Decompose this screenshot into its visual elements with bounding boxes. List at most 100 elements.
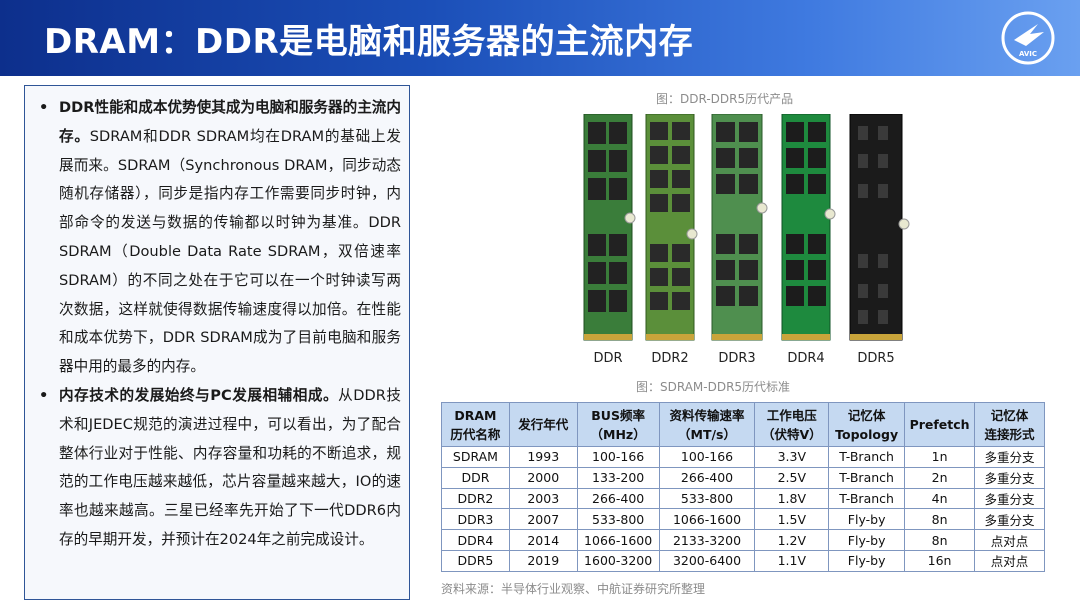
- table-cell: 1n: [904, 446, 976, 468]
- table-cell: 8n: [904, 508, 976, 531]
- table-cell: Fly-by: [828, 529, 906, 551]
- module-labels: DDR DDR2 DDR3 DDR4 DDR5: [574, 351, 924, 369]
- column-header-text: 历代名称: [450, 426, 501, 442]
- dram-spec-table: DRAM 历代名称 发行年代 BUS频率 （MHz） 资料传输速率 （MT/s） 工作电压 （伏…: [441, 402, 1045, 572]
- bullet-heading: 内存技术的发展始终与PC发展相辅相成。: [59, 386, 339, 404]
- table-cell: 多重分支: [974, 487, 1045, 510]
- table-cell: 8n: [904, 529, 976, 551]
- ddr5-module-image: [849, 114, 910, 341]
- ddr2-module-image: [645, 114, 698, 341]
- figure-caption: 图：DDR-DDR5历代产品: [656, 92, 794, 106]
- table-cell: 533-800: [576, 508, 660, 531]
- bullet-item: • 内存技术的发展始终与PC发展相辅相成。从DDR技术和JEDEC规范的演进过程…: [33, 382, 401, 555]
- table-cell: T-Branch: [828, 487, 906, 510]
- table-cell: 2019: [508, 549, 578, 572]
- table-cell: 100-166: [576, 446, 660, 468]
- table-cell: 1.8V: [754, 487, 830, 510]
- table-cell: 2000: [508, 466, 578, 489]
- source-note: 资料来源：半导体行业观察、中航证券研究所整理: [441, 582, 706, 596]
- column-header: DRAM 历代名称: [441, 402, 510, 447]
- table-cell: 1993: [508, 446, 578, 468]
- table-cell: 1066-1600: [658, 508, 756, 531]
- table-cell: 2133-3200: [658, 529, 756, 551]
- bullet-text: SDRAM和DDR SDRAM均在DRAM的基础上发展而来。SDRAM（Sync…: [59, 127, 401, 376]
- bullet-heading: DDR性能和成本优势使其成为电脑和服务器的主流内存。: [59, 99, 401, 145]
- table-cell: 2007: [508, 508, 578, 531]
- table-cell: T-Branch: [828, 446, 906, 468]
- table-row: SDRAM 1993 100-166 100-166 3.3V T-Branch 1n 多重分…: [441, 446, 1045, 468]
- table-cell: 1.1V: [754, 549, 830, 572]
- table-header-row: DRAM 历代名称 发行年代 BUS频率 （MHz） 资料传输速率 （MT/s） 工作电压 （伏…: [441, 402, 1045, 447]
- memory-modules-image: [583, 114, 910, 341]
- table-cell: 133-200: [576, 466, 660, 489]
- table-cell: 266-400: [576, 487, 660, 510]
- table-cell: 16n: [904, 549, 976, 572]
- table-row: DDR 2000 133-200 266-400 2.5V T-Branch 2n 多重分支: [441, 466, 1045, 489]
- table-cell: 1.5V: [754, 508, 830, 531]
- ddr3-module-image: [711, 114, 768, 341]
- table-cell: 2n: [904, 466, 976, 489]
- table-header: DRAM 历代名称 发行年代 BUS频率 （MHz） 资料传输速率 （MT/s） 工作电压 （伏…: [441, 402, 1045, 447]
- bullet-icon: •: [39, 386, 49, 404]
- logo-text: AVIC: [1019, 50, 1037, 58]
- table-cell: 1.2V: [754, 529, 830, 551]
- column-header-text: 记忆体: [990, 407, 1029, 423]
- column-header: 工作电压 （伏特V）: [754, 402, 830, 447]
- column-header: 发行年代: [508, 402, 578, 447]
- text-panel: • DDR性能和成本优势使其成为电脑和服务器的主流内存。SDRAM和DDR SD…: [24, 85, 410, 600]
- column-header-text: 记忆体: [847, 407, 886, 423]
- avic-logo-icon: AVIC: [1001, 11, 1055, 65]
- table-cell: 多重分支: [974, 508, 1045, 531]
- table-row: DDR4 2014 1066-1600 2133-3200 1.2V Fly-by 8n 点对…: [441, 529, 1045, 551]
- table-cell: 点对点: [974, 529, 1045, 551]
- column-header-text: 发行年代: [518, 417, 569, 432]
- table-row: DDR5 2019 1600-3200 3200-6400 1.1V Fly-by 16n 点…: [441, 549, 1045, 572]
- table-cell: 2.5V: [754, 466, 830, 489]
- column-header-text: DRAM: [454, 407, 497, 423]
- table-cell: SDRAM: [441, 446, 510, 468]
- table-caption: 图：SDRAM-DDR5历代标准: [636, 380, 791, 394]
- table-cell: DDR5: [441, 549, 510, 572]
- module-label: DDR2: [651, 351, 689, 366]
- ddr-module-image: [583, 114, 636, 341]
- column-header-text: （MHz）: [590, 426, 646, 442]
- module-label: DDR: [593, 351, 623, 366]
- table-cell: Fly-by: [828, 508, 906, 531]
- table-cell: 4n: [904, 487, 976, 510]
- table-cell: 2014: [508, 529, 578, 551]
- module-label: DDR3: [718, 351, 756, 366]
- table-cell: DDR4: [441, 529, 510, 551]
- table-cell: Fly-by: [828, 549, 906, 572]
- column-header: 记忆体 Topology: [828, 402, 906, 447]
- table-row: DDR2 2003 266-400 533-800 1.8V T-Branch 4n 多重分支: [441, 487, 1045, 510]
- column-header-text: BUS频率: [591, 407, 645, 423]
- table-cell: 点对点: [974, 549, 1045, 572]
- table-cell: 100-166: [658, 446, 756, 468]
- column-header: 记忆体 连接形式: [974, 402, 1045, 447]
- module-label: DDR4: [787, 351, 825, 366]
- table-cell: DDR: [441, 466, 510, 489]
- table-body: SDRAM 1993 100-166 100-166 3.3V T-Branch 1n 多重分…: [441, 446, 1045, 572]
- table-cell: 多重分支: [974, 466, 1045, 489]
- table-cell: DDR2: [441, 487, 510, 510]
- column-header: Prefetch: [904, 402, 976, 447]
- page-title: DRAM：DDR是电脑和服务器的主流内存: [44, 22, 694, 62]
- column-header-text: Topology: [835, 426, 899, 442]
- table-cell: DDR3: [441, 508, 510, 531]
- table-cell: 2003: [508, 487, 578, 510]
- table-cell: T-Branch: [828, 466, 906, 489]
- table-cell: 多重分支: [974, 446, 1045, 468]
- bullet-text: 从DDR技术和JEDEC规范的演进过程中，可以看出，为了配合整体行业对于性能、内…: [59, 386, 401, 548]
- bullet-icon: •: [39, 99, 49, 116]
- column-header-text: （MT/s）: [678, 426, 736, 442]
- title-bar: DRAM：DDR是电脑和服务器的主流内存 AVIC: [0, 0, 1080, 76]
- column-header: 资料传输速率 （MT/s）: [658, 402, 756, 447]
- column-header: BUS频率 （MHz）: [576, 402, 660, 447]
- column-header-text: Prefetch: [909, 417, 970, 432]
- table-cell: 3.3V: [754, 446, 830, 468]
- column-header-text: 资料传输速率: [669, 407, 745, 423]
- table-cell: 3200-6400: [658, 549, 756, 572]
- column-header-text: 工作电压: [766, 407, 817, 423]
- column-header-text: （伏特V）: [761, 426, 822, 442]
- ddr4-module-image: [781, 114, 836, 341]
